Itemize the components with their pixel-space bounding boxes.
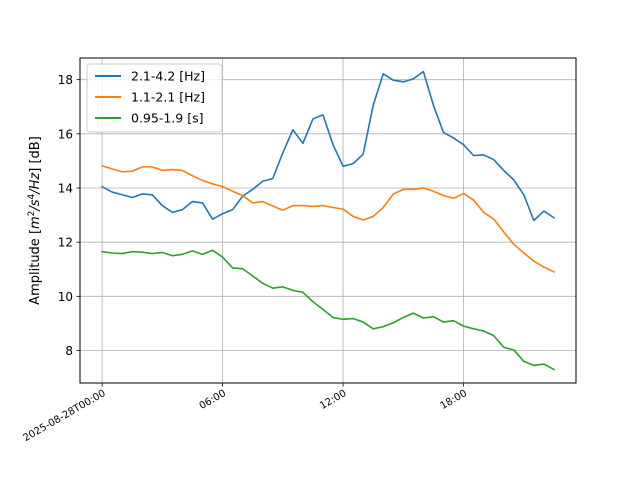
legend: 2.1-4.2 [Hz] 1.1-2.1 [Hz] 0.95-1.9 [s] [86, 63, 223, 133]
legend-label-series-3: 0.95-1.9 [s] [131, 111, 203, 126]
y-grid-lines [80, 79, 576, 351]
series-line-2 [101, 164, 555, 274]
series-line-1 [101, 70, 556, 222]
y-tick-label: 18 [58, 73, 73, 87]
plot-area-frame [79, 57, 577, 384]
y-tick-label: 14 [58, 182, 73, 196]
x-tick-label: 2025-08-28T00:00 [22, 388, 108, 444]
y-tick-label: 8 [65, 344, 73, 358]
legend-label-series-1: 2.1-4.2 [Hz] [131, 69, 205, 84]
x-grid-lines [101, 58, 464, 383]
y-axis: 8 10 12 14 16 18 [58, 73, 80, 358]
grid [80, 58, 576, 383]
series-line-3 [101, 249, 555, 371]
legend-frame [86, 63, 223, 133]
x-tick-label: 12:00 [318, 388, 348, 412]
x-axis: 2025-08-28T00:00 06:00 12:00 18:00 [22, 383, 469, 444]
y-tick-label: 16 [58, 127, 73, 141]
x-tick-label: 18:00 [439, 388, 469, 412]
y-axis-label: Amplitude [m2/s4/Hz] [dB] [27, 136, 43, 305]
y-tick-label: 12 [58, 236, 73, 250]
legend-label-series-2: 1.1-2.1 [Hz] [131, 90, 205, 105]
y-tick-label: 10 [58, 290, 73, 304]
series-layer [101, 70, 556, 371]
x-tick-label: 06:00 [198, 388, 228, 412]
